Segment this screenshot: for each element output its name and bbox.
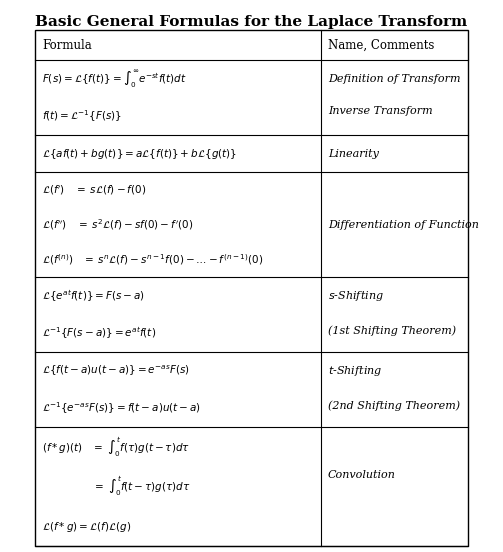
- Text: $\mathcal{L}(f^{\prime\prime}) \quad = \; s^2\mathcal{L}(f) - sf(0) - f^{\prime}: $\mathcal{L}(f^{\prime\prime}) \quad = \…: [42, 217, 193, 232]
- Text: $s$-Shifting: $s$-Shifting: [327, 289, 383, 303]
- Text: Basic General Formulas for the Laplace Transform: Basic General Formulas for the Laplace T…: [35, 15, 468, 29]
- Text: Inverse Transform: Inverse Transform: [327, 106, 432, 116]
- Text: $\mathcal{L}^{-1}\{F(s-a)\} = e^{at}f(t)$: $\mathcal{L}^{-1}\{F(s-a)\} = e^{at}f(t)…: [42, 326, 156, 341]
- Text: $\mathcal{L}\{af(t) + bg(t)\} = a\mathcal{L}\{f(t)\} + b\mathcal{L}\{g(t)\}$: $\mathcal{L}\{af(t) + bg(t)\} = a\mathca…: [42, 147, 237, 161]
- Text: Convolution: Convolution: [327, 470, 395, 480]
- Text: $\mathcal{L}(f^{\prime}) \quad = \; s\mathcal{L}(f) - f(0)$: $\mathcal{L}(f^{\prime}) \quad = \; s\ma…: [42, 183, 146, 197]
- Text: $\mathcal{L}\{e^{at}f(t)\} = F(s-a)$: $\mathcal{L}\{e^{at}f(t)\} = F(s-a)$: [42, 288, 145, 304]
- Text: $(f*g)(t) \quad = \; \int_0^{t} f(\tau)g(t-\tau)d\tau$: $(f*g)(t) \quad = \; \int_0^{t} f(\tau)g…: [42, 435, 190, 459]
- Text: $\quad\quad\quad\quad\quad = \; \int_0^{t} f(t-\tau)g(\tau)d\tau$: $\quad\quad\quad\quad\quad = \; \int_0^{…: [42, 475, 191, 498]
- Text: $f(t) = \mathcal{L}^{-1}\{F(s)\}$: $f(t) = \mathcal{L}^{-1}\{F(s)\}$: [42, 109, 122, 124]
- Text: Linearity: Linearity: [327, 149, 379, 159]
- Text: (1st Shifting Theorem): (1st Shifting Theorem): [327, 326, 456, 336]
- Text: $F(s) = \mathcal{L}\{f(t)\} = \int_0^{\infty} e^{-st}f(t)dt$: $F(s) = \mathcal{L}\{f(t)\} = \int_0^{\i…: [42, 68, 187, 90]
- Text: $\mathcal{L}^{-1}\{e^{-as}F(s)\} = f(t-a)u(t-a)$: $\mathcal{L}^{-1}\{e^{-as}F(s)\} = f(t-a…: [42, 400, 201, 416]
- Text: (2nd Shifting Theorem): (2nd Shifting Theorem): [327, 401, 460, 411]
- Text: Differentiation of Function: Differentiation of Function: [327, 220, 478, 230]
- Text: $\mathcal{L}\{f(t-a)u(t-a)\} = e^{-as}F(s)$: $\mathcal{L}\{f(t-a)u(t-a)\} = e^{-as}F(…: [42, 364, 190, 378]
- Text: $t$-Shifting: $t$-Shifting: [327, 364, 382, 378]
- Text: Name, Comments: Name, Comments: [327, 39, 434, 52]
- Text: $\mathcal{L}(f*g) = \mathcal{L}(f)\mathcal{L}(g)$: $\mathcal{L}(f*g) = \mathcal{L}(f)\mathc…: [42, 519, 131, 534]
- Text: Formula: Formula: [42, 39, 92, 52]
- Text: Definition of Transform: Definition of Transform: [327, 74, 460, 84]
- Text: $\mathcal{L}(f^{(n)}) \quad = \; s^n\mathcal{L}(f) - s^{n-1}f(0) - \ldots - f^{(: $\mathcal{L}(f^{(n)}) \quad = \; s^n\mat…: [42, 252, 263, 267]
